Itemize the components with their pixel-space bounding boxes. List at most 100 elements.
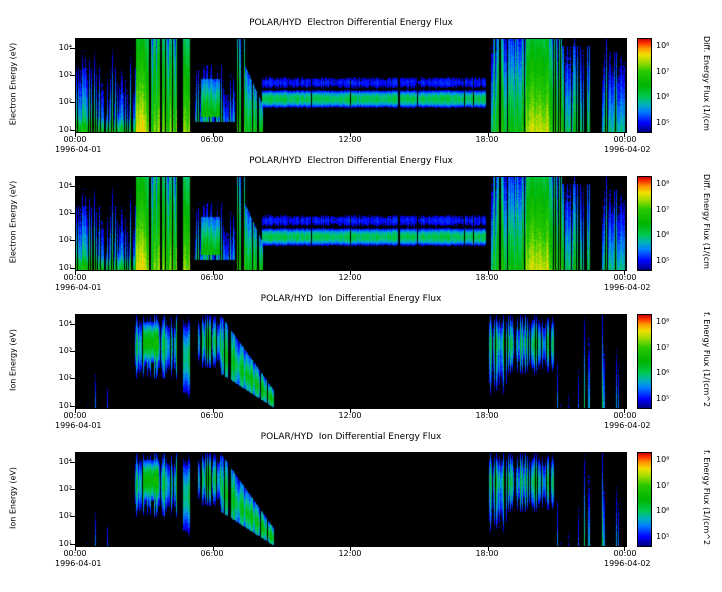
- y-tick-label: 10²: [58, 511, 72, 520]
- colorbar-tick-label: 10⁷: [656, 205, 670, 214]
- colorbar-tick-label: 10⁶: [656, 92, 670, 101]
- x-tick-label: 12:00: [338, 135, 362, 144]
- axis-tick: [70, 351, 75, 352]
- x-tick-label: 06:00: [200, 549, 224, 558]
- spectrogram-canvas: [75, 314, 627, 409]
- axis-tick: [213, 133, 214, 137]
- y-tick-label: 10¹: [58, 401, 72, 410]
- x-tick-label: 18:00: [475, 273, 499, 282]
- axis-tick: [70, 213, 75, 214]
- x-tick-label: 18:00: [475, 411, 499, 420]
- x-axis-date-start: 1996-04-01: [55, 421, 102, 430]
- x-tick-label: 00:00: [63, 273, 87, 282]
- colorbar-tick-label: 10⁷: [656, 481, 670, 490]
- colorbar: [637, 452, 652, 547]
- axis-tick: [75, 271, 76, 275]
- colorbar-tick-label: 10⁸: [656, 455, 670, 464]
- x-tick-label: 00:00: [613, 135, 637, 144]
- axis-tick: [488, 271, 489, 275]
- colorbar: [637, 176, 652, 271]
- axis-tick: [350, 133, 351, 137]
- x-tick-label: 18:00: [475, 135, 499, 144]
- panel-electron-flux-2: POLAR/HYD Electron Differential Energy F…: [0, 152, 722, 292]
- x-tick-label: 18:00: [475, 549, 499, 558]
- axis-tick: [70, 516, 75, 517]
- x-tick-label: 06:00: [200, 135, 224, 144]
- colorbar: [637, 38, 652, 133]
- y-axis-label: Electron Energy (eV): [8, 42, 18, 126]
- x-tick-label: 00:00: [613, 273, 637, 282]
- x-axis-date-end: 1996-04-02: [604, 283, 651, 292]
- axis-tick: [624, 547, 625, 551]
- y-tick-label: 10³: [58, 484, 72, 493]
- y-tick-label: 10³: [58, 70, 72, 79]
- panel-title: POLAR/HYD Electron Differential Energy F…: [249, 156, 453, 166]
- axis-tick: [624, 409, 625, 413]
- axis-tick: [213, 547, 214, 551]
- axis-tick: [488, 547, 489, 551]
- axis-tick: [350, 409, 351, 413]
- x-tick-label: 06:00: [200, 411, 224, 420]
- x-tick-label: 12:00: [338, 273, 362, 282]
- colorbar-tick-label: 10⁶: [656, 506, 670, 515]
- colorbar-tick-label: 10⁸: [656, 317, 670, 326]
- y-tick-label: 10³: [58, 346, 72, 355]
- y-tick-label: 10³: [58, 208, 72, 217]
- panel-ion-flux-1: POLAR/HYD Ion Differential Energy Flux I…: [0, 290, 722, 430]
- colorbar: [637, 314, 652, 409]
- colorbar-label: Diff. Energy Flux (1/(cm: [702, 174, 711, 269]
- spectrogram-canvas: [75, 452, 627, 547]
- panel-electron-flux-1: POLAR/HYD Electron Differential Energy F…: [0, 14, 722, 154]
- axis-tick: [75, 547, 76, 551]
- y-tick-label: 10¹: [58, 539, 72, 548]
- axis-tick: [488, 409, 489, 413]
- colorbar-label: Diff. Energy Flux (1/(cm: [702, 36, 711, 131]
- axis-tick: [70, 268, 75, 269]
- y-tick-label: 10⁴: [58, 319, 72, 328]
- colorbar-label: f. Energy Flux (1/(cm^2: [702, 450, 711, 546]
- y-axis-label: Ion Energy (eV): [8, 328, 18, 392]
- y-axis-label: Electron Energy (eV): [8, 180, 18, 264]
- axis-tick: [70, 406, 75, 407]
- x-tick-label: 00:00: [613, 549, 637, 558]
- axis-tick: [70, 544, 75, 545]
- x-tick-label: 00:00: [63, 411, 87, 420]
- axis-tick: [70, 462, 75, 463]
- axis-tick: [75, 133, 76, 137]
- x-axis-date-start: 1996-04-01: [55, 559, 102, 568]
- colorbar-tick-label: 10⁵: [656, 256, 670, 265]
- x-axis-date-end: 1996-04-02: [604, 145, 651, 154]
- axis-tick: [70, 48, 75, 49]
- x-axis-date-start: 1996-04-01: [55, 145, 102, 154]
- axis-tick: [70, 378, 75, 379]
- colorbar-tick-label: 10⁵: [656, 394, 670, 403]
- y-axis-label: Ion Energy (eV): [8, 466, 18, 530]
- spectrogram-canvas: [75, 38, 627, 133]
- axis-tick: [70, 130, 75, 131]
- colorbar-tick-label: 10⁸: [656, 41, 670, 50]
- y-tick-label: 10⁴: [58, 181, 72, 190]
- panel-title: POLAR/HYD Electron Differential Energy F…: [249, 18, 453, 28]
- spectrogram-canvas: [75, 176, 627, 271]
- y-tick-label: 10²: [58, 235, 72, 244]
- axis-tick: [350, 271, 351, 275]
- x-tick-label: 06:00: [200, 273, 224, 282]
- x-tick-label: 12:00: [338, 411, 362, 420]
- colorbar-tick-label: 10⁷: [656, 67, 670, 76]
- axis-tick: [350, 547, 351, 551]
- y-tick-label: 10²: [58, 373, 72, 382]
- colorbar-tick-label: 10⁶: [656, 368, 670, 377]
- axis-tick: [213, 271, 214, 275]
- x-tick-label: 12:00: [338, 549, 362, 558]
- x-tick-label: 00:00: [613, 411, 637, 420]
- axis-tick: [75, 409, 76, 413]
- colorbar-tick-label: 10⁷: [656, 343, 670, 352]
- x-axis-date-start: 1996-04-01: [55, 283, 102, 292]
- axis-tick: [70, 75, 75, 76]
- colorbar-tick-label: 10⁵: [656, 532, 670, 541]
- panel-ion-flux-2: POLAR/HYD Ion Differential Energy Flux I…: [0, 428, 722, 568]
- axis-tick: [624, 133, 625, 137]
- x-tick-label: 00:00: [63, 549, 87, 558]
- y-tick-label: 10⁴: [58, 43, 72, 52]
